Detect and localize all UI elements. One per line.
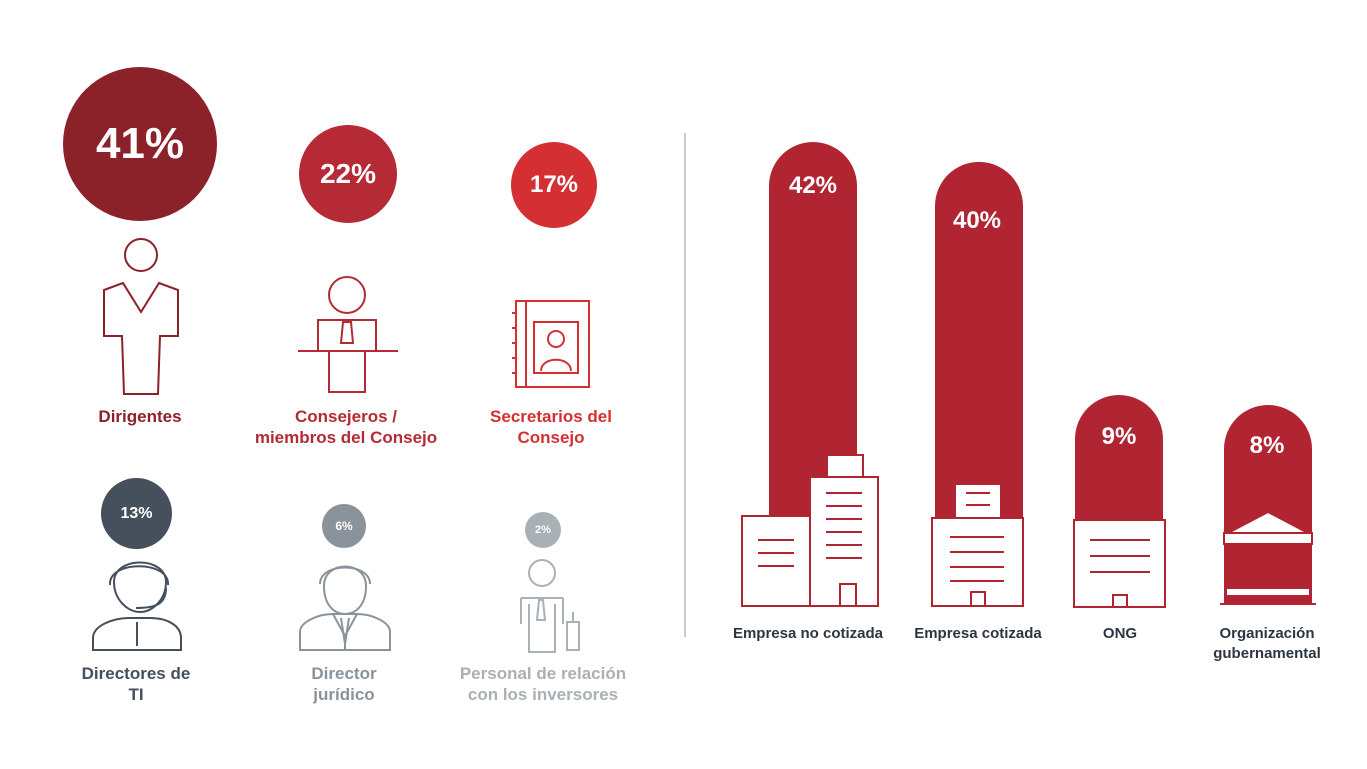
role-label-line: Dirigentes — [98, 407, 182, 426]
role-label-line: jurídico — [313, 685, 375, 704]
role-label-line: Consejo — [517, 428, 585, 447]
bubble-value: 13% — [120, 504, 153, 522]
government-building-icon — [1220, 510, 1316, 605]
bar-value-label: 40% — [952, 207, 1002, 234]
role-label-dirigentes: Dirigentes — [40, 406, 240, 427]
role-label-line: con los inversores — [467, 685, 619, 704]
section-divider — [684, 133, 686, 637]
role-label-director-juridico: Director jurídico — [244, 663, 444, 705]
bubble-dirigentes: 41% — [63, 67, 217, 221]
role-label-line: Secretarios del — [490, 407, 612, 426]
bar-4 — [1224, 405, 1312, 604]
role-label-consejeros: Consejeros / miembros del Consejo — [226, 406, 466, 448]
investor-relations-chart-icon — [520, 559, 580, 653]
it-director-headset-icon — [92, 561, 182, 651]
bubble-value: 22% — [319, 158, 377, 189]
bar-value-label: 42% — [788, 172, 838, 199]
bar-value-label: 9% — [1101, 423, 1137, 450]
role-label-directores-ti: Directores de TI — [36, 663, 236, 705]
board-secretary-book-icon — [512, 300, 590, 388]
role-label-line: Directores de — [81, 664, 191, 683]
bubble-director-juridico: 6% — [322, 504, 366, 548]
bubble-directores-ti: 13% — [101, 478, 172, 549]
bar-category-label: ONG — [1070, 624, 1170, 644]
bar-category-line: Empresa cotizada — [914, 625, 1042, 642]
bubble-value: 6% — [335, 519, 353, 533]
legal-director-suit-icon — [299, 565, 391, 651]
role-label-line: Consejeros / — [294, 407, 398, 426]
role-label-inversores: Personal de relación con los inversores — [433, 663, 653, 705]
bar-category-line: gubernamental — [1213, 645, 1321, 662]
bar-category-line: Organización — [1219, 625, 1315, 642]
board-member-podium-icon — [298, 276, 398, 393]
bubble-value: 41% — [95, 119, 185, 168]
role-label-line: Director — [311, 664, 377, 683]
role-label-line: TI — [128, 685, 144, 704]
small-building-icon — [1073, 519, 1166, 608]
bubble-secretarios: 17% — [511, 142, 597, 228]
bar-category-label: Empresa cotizada — [893, 624, 1063, 644]
role-label-line: miembros del Consejo — [254, 428, 438, 447]
role-label-secretarios: Secretarios del Consejo — [451, 406, 651, 448]
executive-person-icon — [103, 238, 179, 395]
bubble-value: 2% — [535, 524, 551, 536]
bubble-inversores: 2% — [525, 512, 561, 548]
bar-category-label: Organización gubernamental — [1197, 624, 1337, 664]
bar-category-line: ONG — [1102, 625, 1138, 642]
bar-category-line: Empresa no cotizada — [732, 625, 884, 642]
bubble-consejeros: 22% — [299, 125, 397, 223]
bar-value-label: 8% — [1249, 432, 1285, 459]
office-building-icon — [931, 483, 1024, 607]
bar-category-label: Empresa no cotizada — [718, 624, 898, 644]
bubble-value: 17% — [529, 171, 579, 198]
office-towers-icon — [741, 454, 879, 607]
role-label-line: Personal de relación — [459, 664, 627, 683]
